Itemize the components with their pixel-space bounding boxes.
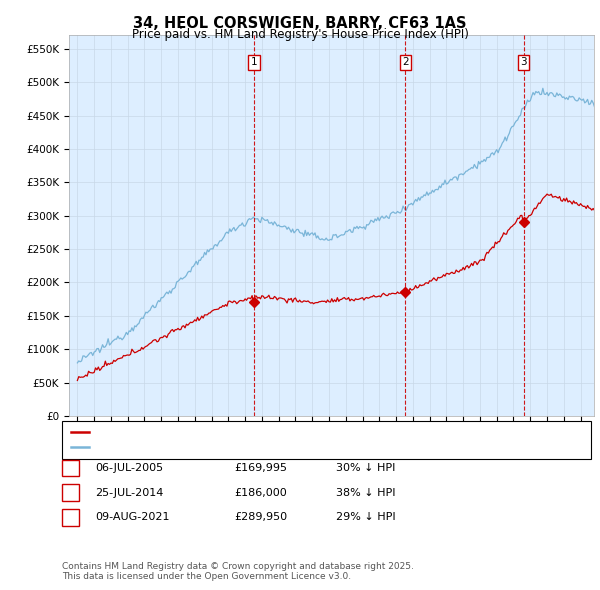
Text: Price paid vs. HM Land Registry's House Price Index (HPI): Price paid vs. HM Land Registry's House … xyxy=(131,28,469,41)
Text: £289,950: £289,950 xyxy=(234,513,287,522)
Text: Contains HM Land Registry data © Crown copyright and database right 2025.
This d: Contains HM Land Registry data © Crown c… xyxy=(62,562,413,581)
Text: 34, HEOL CORSWIGEN, BARRY, CF63 1AS (detached house): 34, HEOL CORSWIGEN, BARRY, CF63 1AS (det… xyxy=(92,427,401,437)
Text: 1: 1 xyxy=(250,57,257,67)
Text: 1: 1 xyxy=(67,463,74,473)
Text: 3: 3 xyxy=(67,513,74,522)
Text: 3: 3 xyxy=(520,57,527,67)
Text: 2: 2 xyxy=(402,57,409,67)
Text: 2: 2 xyxy=(67,488,74,497)
Text: 34, HEOL CORSWIGEN, BARRY, CF63 1AS: 34, HEOL CORSWIGEN, BARRY, CF63 1AS xyxy=(133,16,467,31)
Text: £186,000: £186,000 xyxy=(234,488,287,497)
Text: 06-JUL-2005: 06-JUL-2005 xyxy=(95,463,163,473)
Text: 29% ↓ HPI: 29% ↓ HPI xyxy=(336,513,395,522)
Text: 30% ↓ HPI: 30% ↓ HPI xyxy=(336,463,395,473)
Text: £169,995: £169,995 xyxy=(234,463,287,473)
Text: 25-JUL-2014: 25-JUL-2014 xyxy=(95,488,163,497)
Text: 38% ↓ HPI: 38% ↓ HPI xyxy=(336,488,395,497)
Text: HPI: Average price, detached house, Vale of Glamorgan: HPI: Average price, detached house, Vale… xyxy=(92,442,382,452)
Text: 09-AUG-2021: 09-AUG-2021 xyxy=(95,513,169,522)
